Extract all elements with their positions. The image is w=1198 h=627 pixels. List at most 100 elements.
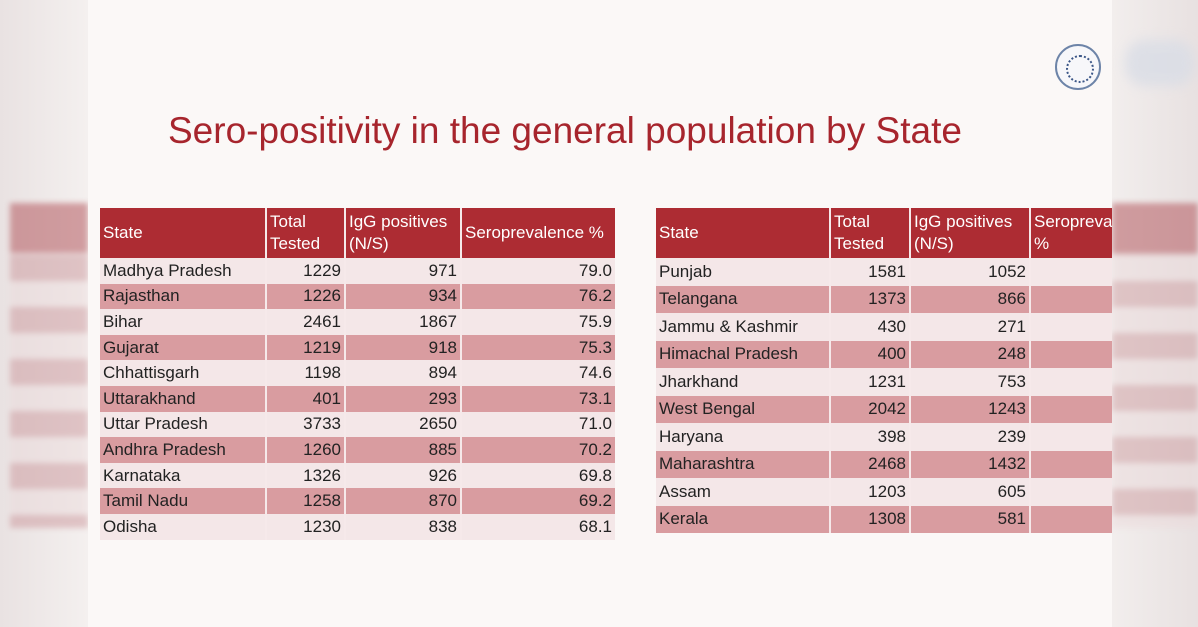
cell-seroprevalence: 69.8 [461,462,615,489]
cell-igg-positives: 605 [910,478,1031,506]
table-row: Maharashtra 2468 1432 [656,450,1112,478]
cell-total-tested: 2461 [266,309,346,335]
cell-seroprevalence: 79.0 [461,258,615,284]
cell-igg-positives: 753 [910,368,1031,396]
cell-total-tested: 2468 [830,450,911,478]
blurred-table-edge-right [1112,203,1198,528]
cell-state: Rajasthan [100,283,267,310]
blurred-background-left [0,0,88,627]
cell-igg-positives: 2650 [345,411,462,438]
table-header-row: State Total Tested IgG positives (N/S) S… [100,208,615,258]
cell-state: Karnataka [100,462,267,489]
header-seroprevalence: Seroprevalence % [461,208,615,258]
cell-total-tested: 2042 [830,395,911,423]
cell-igg-positives: 870 [345,488,462,514]
cell-state: Uttar Pradesh [100,411,267,438]
header-igg-positives: IgG positives (N/S) [910,208,1031,258]
header-state: State [656,208,831,258]
cell-seroprevalence: 71.0 [461,411,615,438]
cell-state: Punjab [656,258,831,286]
cell-igg-positives: 1243 [910,395,1031,423]
cell-seroprevalence: 75.9 [461,309,615,335]
cell-state: Kerala [656,505,831,533]
table-row: Chhattisgarh 1198 894 74.6 [100,360,615,386]
cell-seroprevalence: 73.1 [461,385,615,412]
table-row: Karnataka 1326 926 69.8 [100,462,615,489]
cell-seroprevalence [1030,423,1112,451]
right-seroprevalence-table: State Total Tested IgG positives (N/S) S… [656,208,1112,533]
header-seroprevalence: Seroprevalence % [1030,208,1112,258]
cell-total-tested: 1373 [830,285,911,313]
table-row: West Bengal 2042 1243 [656,395,1112,423]
cell-seroprevalence [1030,505,1112,533]
cell-igg-positives: 838 [345,513,462,540]
header-total-tested: Total Tested [830,208,911,258]
blurred-logo-shadow [1125,40,1195,86]
blurred-background-right [1112,0,1198,627]
cell-igg-positives: 293 [345,385,462,412]
table-row: Gujarat 1219 918 75.3 [100,334,615,361]
cell-igg-positives: 866 [910,285,1031,313]
institution-seal-icon [1055,44,1101,90]
table-row: Odisha 1230 838 68.1 [100,513,615,540]
table-row: Assam 1203 605 [656,478,1112,506]
table-row: Andhra Pradesh 1260 885 70.2 [100,437,615,463]
slide-content: State Total Tested IgG positives (N/S) S… [100,208,1112,540]
header-igg-positives: IgG positives (N/S) [345,208,462,258]
cell-seroprevalence: 69.2 [461,488,615,514]
table-row: Jharkhand 1231 753 [656,368,1112,396]
cell-state: Gujarat [100,334,267,361]
table-row: Haryana 398 239 [656,423,1112,451]
header-total-tested: Total Tested [266,208,346,258]
cell-state: Telangana [656,285,831,313]
table-row: Uttarakhand 401 293 73.1 [100,385,615,412]
cell-state: Uttarakhand [100,385,267,412]
cell-total-tested: 398 [830,423,911,451]
cell-igg-positives: 1867 [345,309,462,335]
cell-seroprevalence [1030,340,1112,368]
cell-state: Bihar [100,309,267,335]
table-row: Rajasthan 1226 934 76.2 [100,283,615,310]
cell-seroprevalence [1030,478,1112,506]
cell-igg-positives: 918 [345,334,462,361]
cell-state: Tamil Nadu [100,488,267,514]
cell-igg-positives: 894 [345,360,462,386]
table-row: Jammu & Kashmir 430 271 [656,313,1112,341]
left-seroprevalence-table: State Total Tested IgG positives (N/S) S… [100,208,615,540]
cell-igg-positives: 934 [345,283,462,310]
cell-total-tested: 1230 [266,513,346,540]
table-row: Bihar 2461 1867 75.9 [100,309,615,335]
cell-total-tested: 1198 [266,360,346,386]
cell-state: Odisha [100,513,267,540]
cell-total-tested: 1229 [266,258,346,284]
cell-total-tested: 1258 [266,488,346,514]
table-row: Madhya Pradesh 1229 971 79.0 [100,258,615,284]
cell-total-tested: 1581 [830,258,911,286]
table-row: Kerala 1308 581 [656,505,1112,533]
cell-total-tested: 401 [266,385,346,412]
table-row: Telangana 1373 866 [656,285,1112,313]
cell-state: Jammu & Kashmir [656,313,831,341]
slide-title: Sero-positivity in the general populatio… [168,110,962,151]
cell-total-tested: 1326 [266,462,346,489]
cell-state: Haryana [656,423,831,451]
cell-seroprevalence: 68.1 [461,513,615,540]
cell-seroprevalence: 70.2 [461,437,615,463]
table-row: Himachal Pradesh 400 248 [656,340,1112,368]
cell-total-tested: 3733 [266,411,346,438]
header-state: State [100,208,267,258]
cell-state: Himachal Pradesh [656,340,831,368]
cell-total-tested: 1308 [830,505,911,533]
cell-total-tested: 1219 [266,334,346,361]
cell-total-tested: 400 [830,340,911,368]
cell-igg-positives: 248 [910,340,1031,368]
cell-state: Jharkhand [656,368,831,396]
cell-state: Madhya Pradesh [100,258,267,284]
cell-total-tested: 430 [830,313,911,341]
cell-seroprevalence [1030,313,1112,341]
table-row: Uttar Pradesh 3733 2650 71.0 [100,411,615,438]
cell-state: Maharashtra [656,450,831,478]
cell-seroprevalence [1030,450,1112,478]
cell-igg-positives: 971 [345,258,462,284]
cell-igg-positives: 271 [910,313,1031,341]
